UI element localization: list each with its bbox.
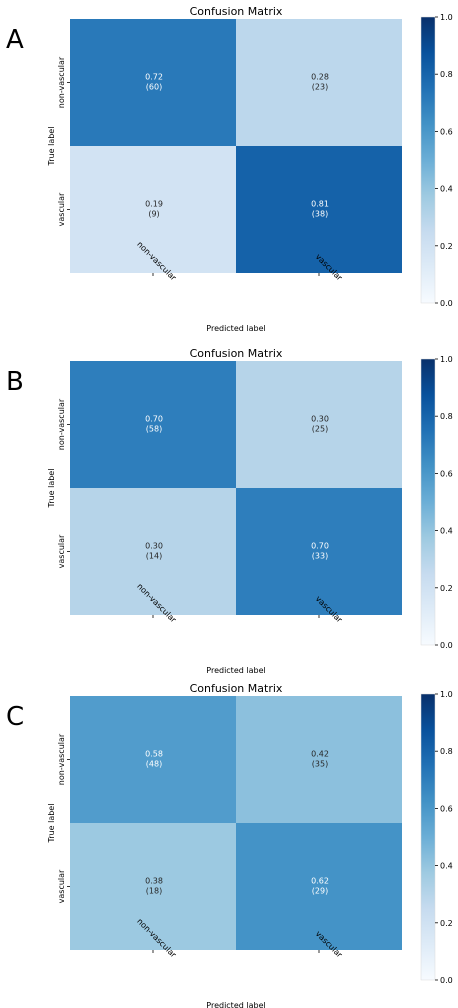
panel-b-ytick-label-1: vascular <box>57 534 66 568</box>
panel-c-cell-0-1 <box>236 696 402 823</box>
panel-b-title: Confusion Matrix <box>190 347 283 360</box>
panel-c-colorbar-tick-label-1: 0.2 <box>440 919 453 928</box>
panel-a: A Confusion Matrix 0.72(60) 0.28(23) 0.19(9)… <box>6 5 453 333</box>
panel-a-ytick-label-1: vascular <box>57 192 66 226</box>
panel-c-colorbar-tick-label-3: 0.6 <box>440 804 453 813</box>
panel-a-xlabel: Predicted label <box>206 324 265 333</box>
panel-c: C Confusion Matrix 0.58(48) 0.42(35) 0.38(18… <box>6 682 453 1008</box>
panel-a-cell-count-0-0: (60) <box>146 83 162 92</box>
panel-b-cell-count-0-0: (58) <box>146 425 162 434</box>
panel-a-cell-0-1 <box>236 19 402 146</box>
panel-c-colorbar-tick-label-2: 0.4 <box>440 862 453 871</box>
panel-b-ytick-label-0: non-vascular <box>57 398 66 450</box>
panel-c-cell-value-1-0: 0.38 <box>145 877 163 886</box>
panel-c-cell-count-0-1: (35) <box>312 760 328 769</box>
panel-c-colorbar-tick-label-0: 0.0 <box>440 976 453 985</box>
panel-b-xlabel: Predicted label <box>206 666 265 675</box>
panel-c-ylabel: True label <box>47 804 56 844</box>
panel-a-cell-count-1-0: (9) <box>148 210 159 219</box>
panel-a-cell-1-0 <box>70 146 236 273</box>
panel-a-title: Confusion Matrix <box>190 5 283 18</box>
panel-a-colorbar <box>420 16 436 304</box>
panel-c-letter: C <box>6 702 24 732</box>
panel-b-cell-1-0 <box>70 488 236 615</box>
panel-b-colorbar <box>420 358 436 646</box>
panel-b-cell-value-1-1: 0.70 <box>311 542 329 551</box>
panel-a-cell-count-0-1: (23) <box>312 83 328 92</box>
panel-b-cell-0-0 <box>70 361 236 488</box>
panel-c-cell-1-0 <box>70 823 236 950</box>
panel-b-cell-0-1 <box>236 361 402 488</box>
panel-b-colorbar-tick-label-0: 0.0 <box>440 641 453 650</box>
panel-a-colorbar-tick-label-0: 0.0 <box>440 299 453 308</box>
panel-b-cell-count-1-1: (33) <box>312 552 328 561</box>
panel-c-title: Confusion Matrix <box>190 682 283 695</box>
panel-a-cell-value-0-0: 0.72 <box>145 73 163 82</box>
panel-b-cell-value-1-0: 0.30 <box>145 542 163 551</box>
panel-a-cell-value-1-0: 0.19 <box>145 200 163 209</box>
panel-a-ylabel: True label <box>47 127 56 167</box>
panel-c-colorbar-tick-label-4: 0.8 <box>440 747 453 756</box>
panel-c-cell-value-0-0: 0.58 <box>145 750 163 759</box>
panel-b-cell-value-0-1: 0.30 <box>311 415 329 424</box>
panel-b-colorbar-tick-label-2: 0.4 <box>440 527 453 536</box>
panel-b-letter: B <box>6 367 24 397</box>
panel-b-colorbar-tick-label-4: 0.8 <box>440 412 453 421</box>
panel-b-cell-value-0-0: 0.70 <box>145 415 163 424</box>
panel-a-colorbar-tick-label-5: 1.0 <box>440 13 453 22</box>
panel-c-cell-count-1-0: (18) <box>146 887 162 896</box>
panel-a-cell-1-1 <box>236 146 402 273</box>
panel-b-cell-1-1 <box>236 488 402 615</box>
panel-a-cell-value-0-1: 0.28 <box>311 73 329 82</box>
panel-c-cell-0-0 <box>70 696 236 823</box>
panel-c-colorbar <box>420 693 436 981</box>
panel-a-cell-value-1-1: 0.81 <box>311 200 329 209</box>
panel-a-cell-count-1-1: (38) <box>312 210 328 219</box>
panel-c-cell-count-1-1: (29) <box>312 887 328 896</box>
panel-c-cell-count-0-0: (48) <box>146 760 162 769</box>
panel-c-colorbar-tick-label-5: 1.0 <box>440 690 453 699</box>
panel-a-ytick-label-0: non-vascular <box>57 56 66 108</box>
panel-c-cell-value-0-1: 0.42 <box>311 750 329 759</box>
panel-c-ytick-label-1: vascular <box>57 869 66 903</box>
panel-b-colorbar-tick-label-5: 1.0 <box>440 355 453 364</box>
panel-b-colorbar-tick-label-1: 0.2 <box>440 584 453 593</box>
panel-c-ytick-label-0: non-vascular <box>57 733 66 785</box>
panel-a-colorbar-tick-label-4: 0.8 <box>440 70 453 79</box>
panel-c-cell-value-1-1: 0.62 <box>311 877 329 886</box>
panel-c-cell-1-1 <box>236 823 402 950</box>
panel-b-ylabel: True label <box>47 469 56 509</box>
panel-b-cell-count-1-0: (14) <box>146 552 162 561</box>
panel-c-xlabel: Predicted label <box>206 1001 265 1008</box>
panel-a-letter: A <box>6 25 24 55</box>
panel-a-colorbar-tick-label-3: 0.6 <box>440 127 453 136</box>
panel-b-cell-count-0-1: (25) <box>312 425 328 434</box>
panel-a-colorbar-tick-label-1: 0.2 <box>440 242 453 251</box>
panel-b-colorbar-tick-label-3: 0.6 <box>440 469 453 478</box>
panel-a-colorbar-tick-label-2: 0.4 <box>440 185 453 194</box>
panel-a-cell-0-0 <box>70 19 236 146</box>
